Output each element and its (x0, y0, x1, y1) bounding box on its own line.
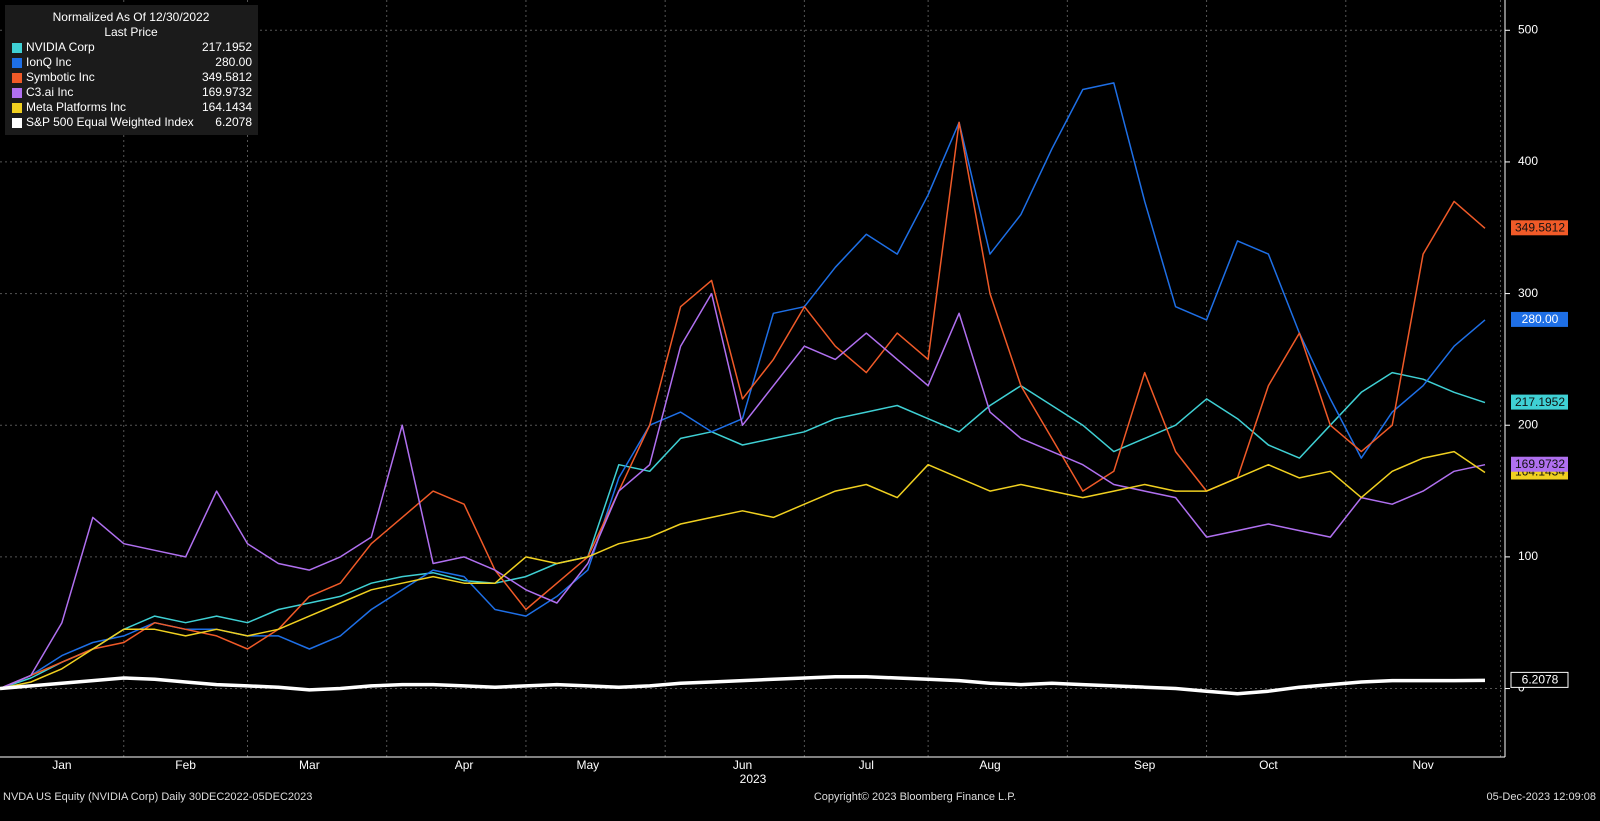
legend-header: Last Price (104, 25, 158, 39)
legend-swatch (12, 43, 22, 53)
price-tag (1511, 456, 1568, 472)
footer-center: Copyright© 2023 Bloomberg Finance L.P. (814, 791, 1016, 803)
x-tick-label: Sep (1134, 758, 1156, 772)
series-line (0, 674, 1486, 696)
footer-right: 05-Dec-2023 12:09:08 (1487, 791, 1596, 803)
legend: Normalized As Of 12/30/2022 Last Price N… (5, 5, 258, 135)
x-tick-label: Apr (455, 758, 474, 772)
x-year-label: 2023 (740, 772, 767, 786)
legend-swatch (12, 118, 22, 128)
footer-left: NVDA US Equity (NVIDIA Corp) Daily 30DEC… (3, 791, 312, 803)
legend-label: IonQ Inc (26, 55, 71, 69)
price-tag (1511, 394, 1568, 410)
legend-value: 169.9732 (202, 85, 252, 99)
plot-lines (0, 82, 1486, 696)
series-line (0, 450, 1486, 690)
legend-label: S&P 500 Equal Weighted Index (26, 115, 194, 129)
x-tick-label: Nov (1412, 758, 1433, 772)
legend-swatch (12, 73, 22, 83)
legend-swatch (12, 58, 22, 68)
legend-swatch (12, 88, 22, 98)
x-tick-label: Oct (1259, 758, 1278, 772)
y-tick-label: 500 (1518, 22, 1538, 36)
legend-label: C3.ai Inc (26, 85, 73, 99)
price-tag-label: 169.9732 (1515, 457, 1565, 471)
legend-value: 164.1434 (202, 100, 252, 114)
legend-label: Symbotic Inc (26, 70, 95, 84)
x-tick-label: Feb (175, 758, 196, 772)
legend-value: 349.5812 (202, 70, 252, 84)
series-line (0, 371, 1486, 690)
series-line (0, 292, 1486, 690)
legend-value: 280.00 (215, 55, 252, 69)
price-tag-label: 280.00 (1522, 312, 1559, 326)
legend-swatch (12, 103, 22, 113)
price-tag (1511, 220, 1568, 236)
price-tag-label: 6.2078 (1522, 673, 1559, 687)
y-tick-label: 400 (1518, 154, 1538, 168)
legend-value: 6.2078 (215, 115, 252, 129)
x-tick-label: Jul (859, 758, 874, 772)
y-tick-label: 200 (1518, 417, 1538, 431)
x-tick-label: May (576, 758, 599, 772)
legend-box (5, 5, 258, 135)
x-tick-label: Jun (733, 758, 752, 772)
price-tag (1511, 311, 1568, 327)
price-tag (1510, 671, 1569, 688)
legend-label: NVIDIA Corp (26, 40, 95, 54)
x-tick-label: Jan (52, 758, 71, 772)
legend-title: Normalized As Of 12/30/2022 (53, 10, 210, 24)
x-tick-label: Aug (979, 758, 1000, 772)
legend-value: 217.1952 (202, 40, 252, 54)
y-tick-label: 300 (1518, 286, 1538, 300)
x-tick-label: Mar (299, 758, 320, 772)
y-tick-label: 100 (1518, 549, 1538, 563)
legend-label: Meta Platforms Inc (26, 100, 126, 114)
price-tag-label: 217.1952 (1515, 395, 1565, 409)
price-tag-label: 349.5812 (1515, 220, 1565, 234)
